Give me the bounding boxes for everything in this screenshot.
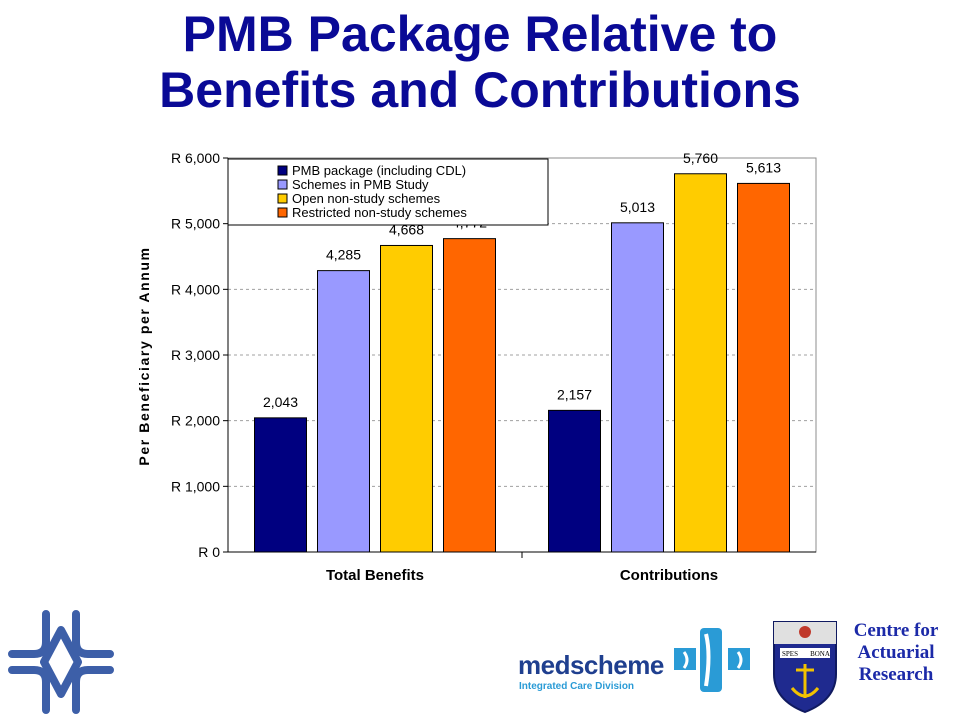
legend-label: Schemes in PMB Study xyxy=(292,177,429,192)
legend-swatch xyxy=(277,193,288,204)
legend-label: Open non-study schemes xyxy=(292,191,441,206)
y-tick-label: R 4,000 xyxy=(171,281,220,297)
y-tick-label: R 3,000 xyxy=(171,347,220,363)
car-line-1: Centre for xyxy=(853,620,939,641)
car-line-2: Actuarial xyxy=(857,642,935,663)
shield-motto-left: SPES xyxy=(782,650,798,658)
legend-swatch xyxy=(277,179,288,190)
chart-bars xyxy=(254,173,790,553)
cross-logo xyxy=(8,610,114,714)
data-label: 2,157 xyxy=(557,386,592,402)
x-tick-label: Contributions xyxy=(620,567,718,584)
legend-label: Restricted non-study schemes xyxy=(292,205,467,220)
data-label: 5,760 xyxy=(683,150,718,166)
title-line-1: PMB Package Relative to xyxy=(182,6,778,62)
y-tick-label: R 2,000 xyxy=(171,413,220,429)
y-tick-label: R 6,000 xyxy=(171,150,220,166)
y-axis-label: Per Beneficiary per Annum xyxy=(136,246,152,465)
legend-swatch xyxy=(277,207,288,218)
y-tick-label: R 5,000 xyxy=(171,216,220,232)
bar xyxy=(737,182,790,553)
bar xyxy=(380,244,433,553)
y-tick-labels: R 0 R 1,000 R 2,000 R 3,000 R 4,000 R 5,000 R … xyxy=(171,150,220,560)
university-shield-icon: SPES BONA xyxy=(773,621,837,714)
bar xyxy=(317,270,370,553)
chart-legend: PMB package (including CDL)Schemes in PM… xyxy=(227,158,549,226)
page-title: PMB Package Relative to Benefits and Con… xyxy=(0,6,960,118)
medscheme-division: Integrated Care Division xyxy=(519,681,635,692)
medscheme-mark-icon xyxy=(674,628,750,692)
bar xyxy=(443,238,496,553)
bar xyxy=(611,222,664,553)
bar xyxy=(254,417,307,553)
title-line-2: Benefits and Contributions xyxy=(159,62,801,118)
data-label: 4,285 xyxy=(326,247,361,263)
data-label: 5,613 xyxy=(746,159,781,175)
x-tick-labels: Total Benefits Contributions xyxy=(326,567,718,584)
bar xyxy=(548,409,601,553)
medscheme-name: medscheme xyxy=(518,650,664,680)
legend-swatch xyxy=(277,165,288,176)
car-line-3: Research xyxy=(858,664,934,685)
car-name: Centre for Actuarial Research xyxy=(836,620,956,686)
y-tick-label: R 0 xyxy=(198,544,220,560)
legend-label: PMB package (including CDL) xyxy=(292,163,466,178)
x-tick-label: Total Benefits xyxy=(326,567,424,584)
data-label: 5,013 xyxy=(620,199,655,215)
bar xyxy=(674,173,727,553)
shield-motto-right: BONA xyxy=(810,650,830,658)
chart-axes xyxy=(223,157,817,558)
y-tick-label: R 1,000 xyxy=(171,478,220,494)
data-label: 2,043 xyxy=(263,394,298,410)
